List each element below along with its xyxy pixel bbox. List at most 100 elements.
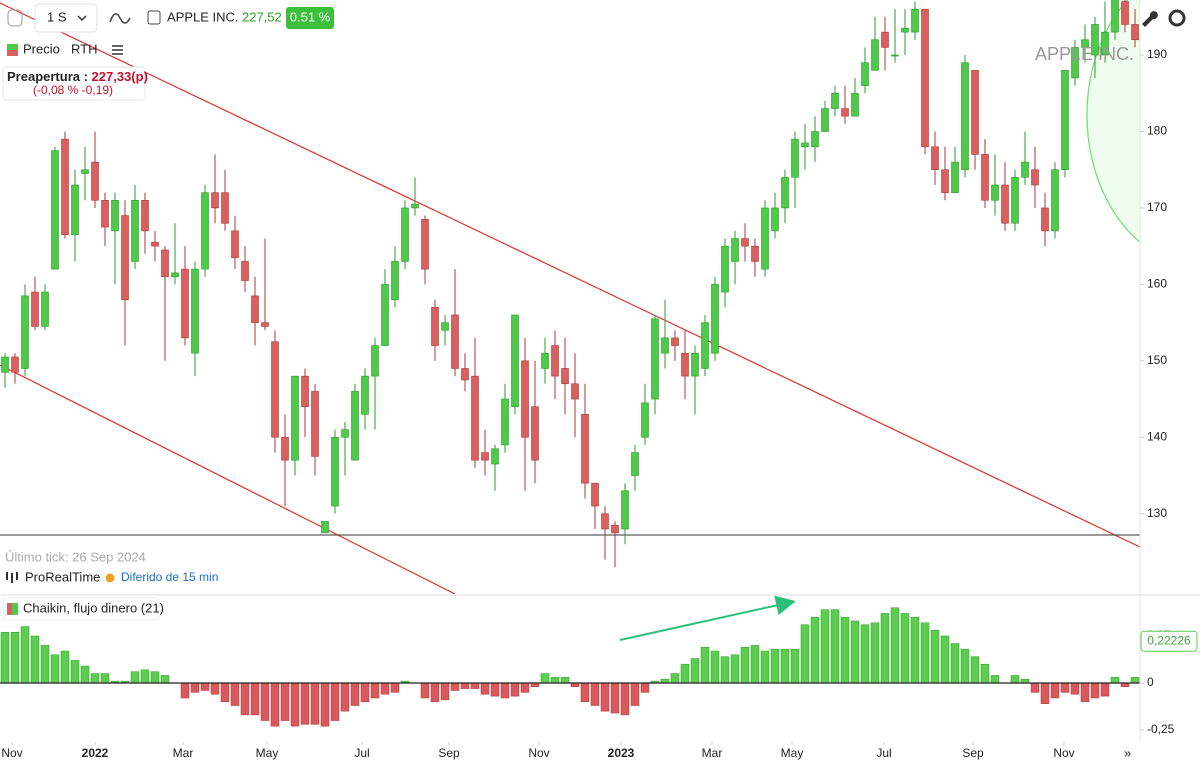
- candle-body: [241, 261, 249, 281]
- bar: [1100, 682, 1110, 697]
- premarket-box: [2, 66, 146, 101]
- bar: [270, 682, 280, 727]
- bar: [770, 648, 780, 684]
- plot-area: [1, 0, 1139, 568]
- candle-body: [851, 92, 859, 117]
- premarket-price: 227,33(p): [92, 69, 148, 84]
- symbol: APPLE INC.: [167, 9, 239, 24]
- candle-body: [51, 150, 59, 270]
- gear-icon[interactable]: [1168, 9, 1186, 27]
- bar: [520, 682, 530, 693]
- bar: [230, 682, 240, 706]
- bar: [980, 663, 990, 684]
- candle-body: [231, 230, 239, 258]
- candle-body: [11, 356, 19, 373]
- candle-body: [141, 199, 149, 232]
- bar: [970, 656, 980, 684]
- bar: [430, 682, 440, 703]
- x-tick-label: Jul: [876, 746, 891, 760]
- candle-body: [411, 203, 419, 209]
- candle-body: [291, 375, 299, 461]
- candle-body: [271, 341, 279, 438]
- candle-body: [91, 161, 99, 201]
- bar: [320, 682, 330, 727]
- candle-body: [561, 368, 569, 385]
- candle-body: [181, 268, 189, 339]
- bar: [370, 682, 380, 699]
- bar: [30, 635, 40, 684]
- candle-body: [531, 406, 539, 461]
- candle-body: [311, 391, 319, 457]
- candle-body: [791, 138, 799, 178]
- bar: [1130, 677, 1140, 684]
- brand-icon: [6, 572, 18, 583]
- period-select[interactable]: [34, 3, 98, 33]
- bar: [950, 643, 960, 684]
- y-tick-label: 160: [1147, 277, 1167, 291]
- candle-body: [691, 352, 699, 377]
- y-tick-label: -0,25: [1147, 722, 1175, 736]
- candle-body: [371, 345, 379, 377]
- bar: [380, 682, 390, 695]
- wrench-icon[interactable]: [1142, 11, 1158, 27]
- bar: [1080, 682, 1090, 703]
- bar: [210, 682, 220, 695]
- bar: [830, 609, 840, 684]
- y-tick-label: 140: [1147, 429, 1167, 443]
- candle-body: [521, 360, 529, 438]
- candle-body: [541, 352, 549, 369]
- candle-body: [111, 199, 119, 232]
- x-tick-label: Mar: [702, 746, 723, 760]
- delay: Diferido de 15 min: [121, 570, 218, 584]
- candle-body: [461, 368, 469, 381]
- x-tick-label: Mar: [173, 746, 194, 760]
- y-tick-label: 130: [1147, 506, 1167, 520]
- candle-body: [591, 482, 599, 507]
- candle-body: [1131, 24, 1139, 41]
- candle-body: [221, 192, 229, 224]
- bar: [240, 682, 250, 716]
- bar: [440, 682, 450, 701]
- premarket-label: Preapertura : 227,33(p): [7, 69, 148, 84]
- legend-session[interactable]: RTH: [71, 41, 97, 56]
- x-tick-label: Jul: [354, 746, 369, 760]
- candle-body: [71, 184, 79, 235]
- x-tick-label: May: [256, 746, 279, 760]
- watermark: APPLE INC.: [1035, 44, 1134, 64]
- bar: [180, 682, 190, 699]
- last-tick: Último tick: 26 Sep 2024: [5, 549, 146, 564]
- bar: [910, 616, 920, 684]
- legend-price[interactable]: Precio: [23, 41, 60, 56]
- candle-body: [731, 238, 739, 262]
- bar: [80, 665, 90, 684]
- list-icon[interactable]: [112, 45, 123, 55]
- bar: [720, 656, 730, 684]
- indicator-title: Chaikin, flujo dinero (21): [23, 600, 164, 615]
- scroll-button[interactable]: »: [1124, 745, 1131, 760]
- candle-body: [1, 356, 9, 373]
- candle-body: [981, 154, 989, 201]
- candle-body: [931, 146, 939, 171]
- candle-body: [611, 524, 619, 534]
- candle-body: [151, 242, 159, 247]
- info-icon[interactable]: [147, 10, 161, 25]
- candle-body: [671, 337, 679, 346]
- icon[interactable]: [7, 9, 23, 27]
- candle-body: [401, 207, 409, 262]
- bar: [60, 650, 70, 684]
- candle-body: [571, 383, 579, 400]
- bar: [150, 671, 160, 684]
- chart-type-icon[interactable]: [109, 13, 131, 24]
- candle-body: [121, 215, 129, 300]
- candle-body: [711, 284, 719, 354]
- legend-swatch: [7, 603, 12, 615]
- bar: [780, 648, 790, 684]
- candle-body: [101, 199, 109, 228]
- candle-body: [201, 192, 209, 270]
- candle-body: [131, 199, 139, 262]
- bar: [900, 613, 910, 684]
- bar: [50, 654, 60, 684]
- arrow-drawing: [619, 595, 796, 641]
- candle-body: [501, 398, 509, 446]
